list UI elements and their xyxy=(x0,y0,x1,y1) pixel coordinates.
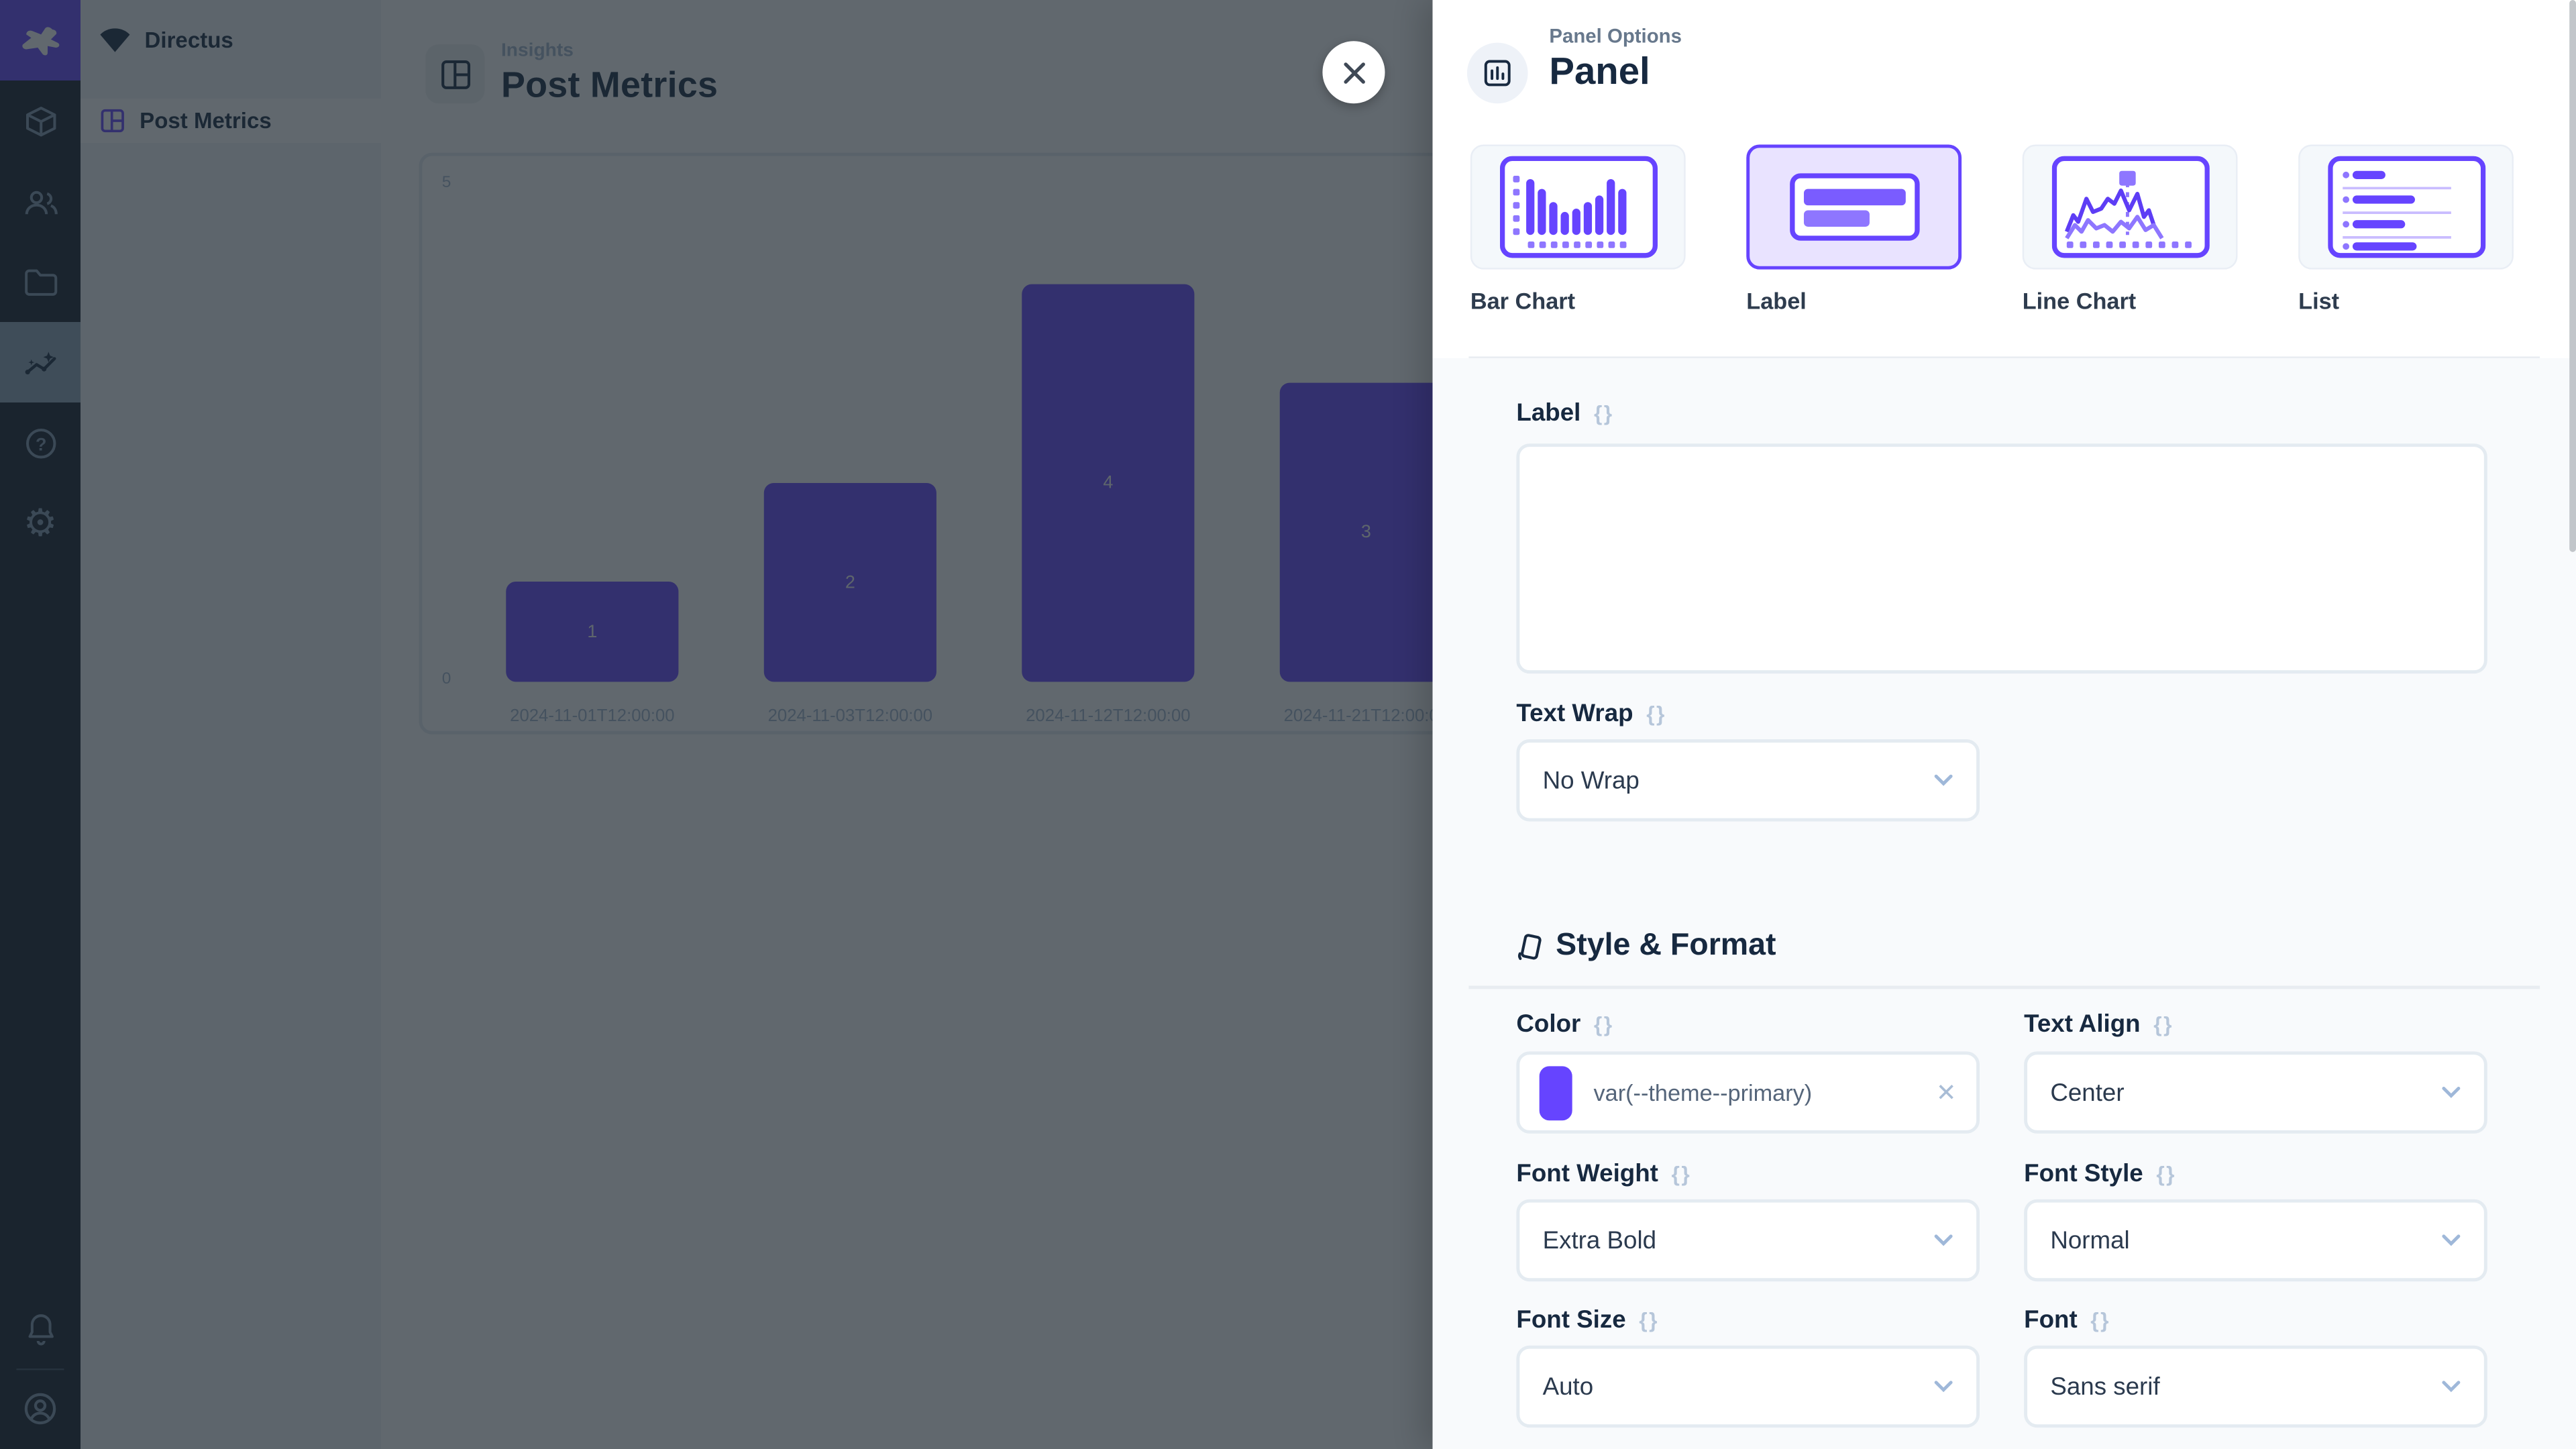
panel-type-line-chart[interactable]: Line Chart xyxy=(2022,144,2238,314)
font-size-select[interactable]: Auto xyxy=(1516,1345,1980,1428)
insert-chart-icon xyxy=(1484,60,1511,87)
text-wrap-field-label: Text Wrap {} xyxy=(1516,700,1666,728)
style-icon xyxy=(1517,932,1542,959)
chevron-down-icon xyxy=(1934,1381,1953,1393)
label-illustration-icon xyxy=(1788,173,1919,241)
line-chart-card-tile xyxy=(2022,144,2238,270)
panel-type-bar-chart[interactable]: Bar Chart xyxy=(1470,144,1686,314)
chevron-down-icon xyxy=(2442,1234,2461,1246)
bar-chart-card-tile xyxy=(1470,144,1686,270)
raw-value-icon: {} xyxy=(1639,1307,1659,1333)
color-swatch[interactable] xyxy=(1539,1065,1572,1120)
chevron-down-icon xyxy=(1934,1234,1953,1246)
font-weight-select[interactable]: Extra Bold xyxy=(1516,1199,1980,1282)
close-drawer-button[interactable] xyxy=(1322,41,1385,104)
raw-value-icon: {} xyxy=(2153,1012,2174,1037)
drawer-header-icon xyxy=(1466,42,1528,104)
raw-value-icon: {} xyxy=(1593,400,1614,426)
panel-type-label: Bar Chart xyxy=(1470,287,1576,314)
chevron-down-icon xyxy=(2442,1381,2461,1393)
panel-type-list[interactable]: List xyxy=(2298,144,2514,314)
font-style-field-label: Font Style {} xyxy=(2024,1159,2177,1188)
font-size-field-label: Font Size {} xyxy=(1516,1305,1659,1334)
line-chart-illustration-icon xyxy=(2051,156,2209,258)
font-field-label: Font {} xyxy=(2024,1305,2110,1334)
clear-color-icon[interactable]: ✕ xyxy=(1935,1079,1957,1108)
drawer-kicker: Panel Options xyxy=(1549,24,1682,48)
drawer-header: Panel Options Panel xyxy=(1432,0,2576,145)
chevron-down-icon xyxy=(2442,1086,2461,1098)
style-format-section-header: Style & Format xyxy=(1516,928,1776,965)
font-weight-field-label: Font Weight {} xyxy=(1516,1159,1692,1188)
panel-type-label: Label xyxy=(1746,287,1807,314)
panel-type-picker: Bar Chart Label xyxy=(1470,144,2514,314)
raw-value-icon: {} xyxy=(2156,1161,2177,1187)
bar-chart-illustration-icon xyxy=(1499,156,1657,258)
label-card-tile xyxy=(1746,144,1962,270)
color-field-label: Color {} xyxy=(1516,1010,1614,1038)
section-divider xyxy=(1468,985,2540,989)
drawer-scrollbar[interactable] xyxy=(2569,0,2576,552)
label-textarea[interactable] xyxy=(1516,443,2487,674)
raw-value-icon: {} xyxy=(1646,701,1666,727)
drawer-title: Panel xyxy=(1549,49,1650,93)
panel-type-label: Line Chart xyxy=(2022,287,2137,314)
label-field-label: Label {} xyxy=(1516,399,1614,427)
font-style-select[interactable]: Normal xyxy=(2024,1199,2487,1282)
raw-value-icon: {} xyxy=(1593,1012,1614,1037)
raw-value-icon: {} xyxy=(1671,1161,1692,1187)
raw-value-icon: {} xyxy=(2090,1307,2110,1333)
panel-options-drawer: Panel Options Panel xyxy=(1432,0,2576,1449)
text-align-field-label: Text Align {} xyxy=(2024,1010,2174,1038)
chevron-down-icon xyxy=(1934,774,1953,786)
drawer-overlay[interactable] xyxy=(0,0,1433,1449)
text-align-select[interactable]: Center xyxy=(2024,1051,2487,1134)
close-icon xyxy=(1343,62,1364,83)
text-wrap-select[interactable]: No Wrap xyxy=(1516,739,1980,822)
color-value: var(--theme--primary) xyxy=(1593,1079,1813,1106)
list-illustration-icon xyxy=(2326,156,2485,258)
color-input[interactable]: var(--theme--primary) ✕ xyxy=(1516,1051,1980,1134)
panel-type-label-card[interactable]: Label xyxy=(1746,144,1962,314)
list-card-tile xyxy=(2298,144,2514,270)
font-select[interactable]: Sans serif xyxy=(2024,1345,2487,1428)
panel-type-label: List xyxy=(2298,287,2340,314)
